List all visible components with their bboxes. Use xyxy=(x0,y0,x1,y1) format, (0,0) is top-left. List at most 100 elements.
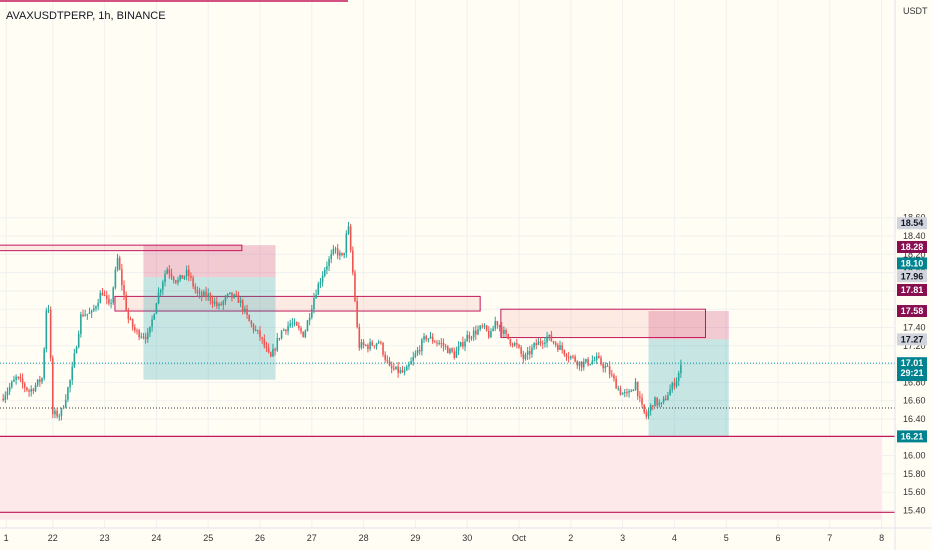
candle-body xyxy=(298,325,300,329)
price-label: 17.81 xyxy=(901,285,924,295)
candle-body xyxy=(388,360,391,366)
candle-body xyxy=(412,357,415,361)
candle-body xyxy=(455,350,458,358)
candle-body xyxy=(628,391,630,393)
candle-body xyxy=(103,295,106,297)
candle-body xyxy=(459,342,462,347)
candle-body xyxy=(660,402,663,404)
candle-body xyxy=(675,380,678,387)
price-label: 17.58 xyxy=(901,306,924,316)
candle-body xyxy=(405,366,408,371)
candle-body xyxy=(483,325,486,327)
candle-body xyxy=(114,269,117,288)
candle-body xyxy=(213,301,216,304)
candle-body xyxy=(606,365,609,367)
x-tick-label: 5 xyxy=(724,533,729,543)
candle-body xyxy=(492,328,494,332)
candle-body xyxy=(505,330,507,334)
candle-body xyxy=(598,356,600,358)
candle-body xyxy=(507,333,510,339)
candle-body xyxy=(535,343,538,346)
candle-body xyxy=(453,351,456,358)
candle-body xyxy=(673,382,676,387)
horizontal-lines[interactable] xyxy=(0,362,895,513)
candle-body xyxy=(634,381,637,390)
candle-body xyxy=(371,342,374,346)
candle-body xyxy=(321,275,324,283)
candle-body xyxy=(401,370,404,373)
candle-body xyxy=(431,336,434,342)
position-target-area xyxy=(648,339,729,437)
candle-body xyxy=(330,253,333,259)
candle-body xyxy=(263,338,266,347)
candle-body xyxy=(121,269,123,286)
candle-body xyxy=(509,338,512,344)
candle-body xyxy=(550,334,553,342)
candle-body xyxy=(308,317,311,321)
candle-body xyxy=(479,325,481,330)
x-tick-label: 26 xyxy=(255,533,265,543)
candle-body xyxy=(282,329,285,331)
candle-body xyxy=(205,291,207,297)
candle-body xyxy=(39,379,41,382)
y-tick-label: 16.40 xyxy=(903,414,926,424)
candle-body xyxy=(228,292,231,294)
candle-body xyxy=(611,374,613,376)
candle-body xyxy=(382,342,384,355)
candle-body xyxy=(444,346,447,348)
candle-body xyxy=(168,269,171,274)
candle-body xyxy=(470,337,473,339)
candle-body xyxy=(328,258,330,267)
candle-body xyxy=(418,350,421,352)
candle-body xyxy=(559,345,561,350)
candle-body xyxy=(237,295,240,303)
candle-body xyxy=(582,361,585,368)
x-tick-label: 4 xyxy=(672,533,677,543)
candle-body xyxy=(248,314,251,322)
candle-body xyxy=(6,391,9,396)
candles xyxy=(2,221,682,421)
price-label: 17.96 xyxy=(901,271,924,281)
zones[interactable] xyxy=(0,0,882,520)
candle-body xyxy=(269,352,272,357)
candle-body xyxy=(224,296,227,302)
y-tick-label: 17.20 xyxy=(903,341,926,351)
x-tick-label: 2 xyxy=(568,533,573,543)
candle-body xyxy=(649,405,652,411)
candle-body xyxy=(472,330,475,338)
candle-body xyxy=(362,342,365,345)
candle-body xyxy=(86,313,89,315)
candle-body xyxy=(364,344,367,346)
candle-body xyxy=(500,326,503,334)
candle-body xyxy=(617,388,620,390)
candle-body xyxy=(200,292,203,296)
price-label: 17.27 xyxy=(901,334,924,344)
candle-body xyxy=(658,402,661,406)
candle-body xyxy=(144,336,147,340)
candle-body xyxy=(162,282,164,290)
candle-body xyxy=(643,404,645,413)
candle-body xyxy=(677,373,680,381)
candle-body xyxy=(360,342,363,348)
candle-body xyxy=(110,302,112,304)
candle-body xyxy=(591,360,594,364)
candle-body xyxy=(526,351,529,355)
candle-body xyxy=(613,375,615,379)
candle-body xyxy=(198,292,201,294)
candle-body xyxy=(438,342,440,344)
y-tick-label: 17.40 xyxy=(903,323,926,333)
candle-body xyxy=(656,397,658,406)
candle-body xyxy=(26,387,28,391)
candle-body xyxy=(552,341,555,343)
candle-body xyxy=(108,298,110,304)
candle-body xyxy=(425,336,427,340)
candle-body xyxy=(278,337,281,339)
candle-body xyxy=(164,273,166,283)
candle-body xyxy=(589,363,592,365)
candle-body xyxy=(15,376,17,380)
candle-body xyxy=(254,329,257,331)
time-axis[interactable]: 1 22 23 24 25 26 27 28 29 30 Oct 2 3 4 5 6 7 8 xyxy=(4,533,884,543)
candle-body xyxy=(47,309,50,311)
y-tick-label: 18.40 xyxy=(903,231,926,241)
